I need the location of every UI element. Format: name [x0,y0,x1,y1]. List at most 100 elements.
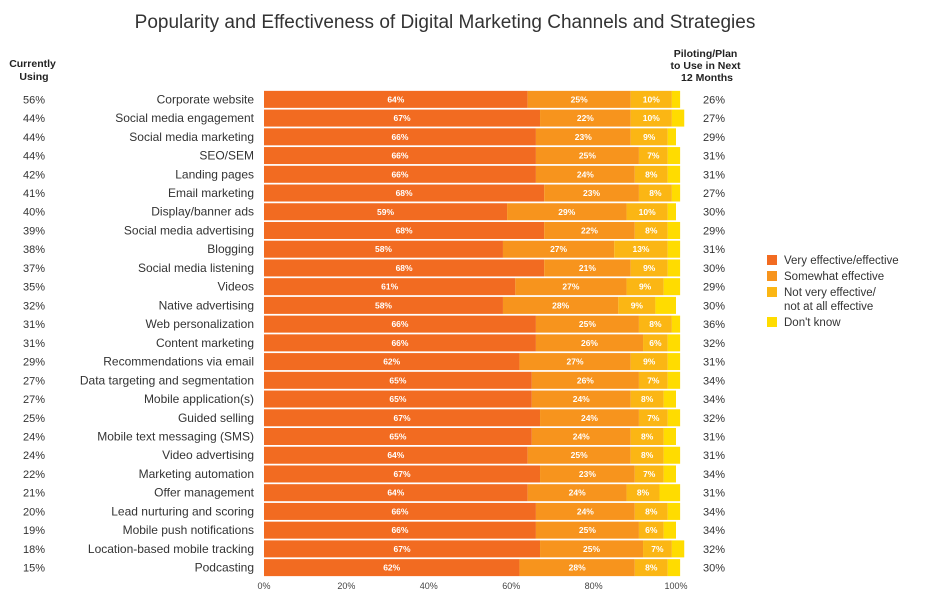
data-label: 27% [567,357,584,367]
currently-using-value: 41% [23,188,45,200]
bar-segment [667,259,681,277]
data-label: 25% [583,544,600,554]
x-tick-label: 40% [420,581,438,591]
currently-using-value: 29% [23,357,45,369]
category-label: Display/banner ads [151,205,254,219]
legend-label-line: Somewhat effective [784,271,884,283]
bar-segment [519,559,635,577]
category-label: Podcasting [195,561,254,575]
bar-segment [663,521,676,539]
currently-using-value: 39% [23,225,45,237]
currently-using-value: 37% [23,263,45,275]
data-label: 9% [643,263,656,273]
category-label: Lead nurturing and scoring [111,504,254,518]
bar-segment [667,240,681,258]
legend-label-line: Not very effective/ [784,287,877,299]
category-label: Social media engagement [115,111,254,125]
bar-segment [544,259,631,277]
data-label: 66% [391,151,408,161]
bar-segment [264,559,520,577]
bar-segment [531,371,639,389]
data-label: 68% [396,188,413,198]
data-label: 22% [581,225,598,235]
data-label: 25% [571,450,588,460]
legend-label-line: not at all effective [784,301,873,313]
currently-using-value: 20% [23,506,45,518]
bar-segment [638,147,668,165]
data-label: 66% [391,132,408,142]
data-label: 23% [583,188,600,198]
data-label: 6% [645,525,658,535]
piloting-value: 31% [703,244,725,256]
data-label: 25% [579,525,596,535]
currently-using-header: Currently Using [9,58,59,83]
bar-segment [638,371,668,389]
bar-segment [264,428,532,445]
piloting-value: 31% [703,488,725,500]
bar-segment [638,315,672,333]
piloting-header-line-3: 12 Months [681,72,733,84]
data-label: 27% [550,244,567,254]
bar-segment [502,296,619,314]
data-label: 7% [643,469,656,479]
bar-segment [519,353,631,371]
piloting-value: 34% [703,469,725,481]
bar-segment [264,484,528,502]
piloting-value: 34% [703,525,725,537]
piloting-value: 31% [703,357,725,369]
category-label: Videos [218,280,254,294]
bar-segment [630,128,668,146]
bar-segment [667,353,681,371]
currently-using-value: 19% [23,525,45,537]
bar-segment [264,90,528,108]
data-label: 13% [632,244,649,254]
bar-segment [540,109,631,127]
x-tick-label: 20% [337,581,355,591]
piloting-value: 34% [703,506,725,518]
bar-segment [544,184,639,202]
currently-using-value: 18% [23,544,45,556]
bar-segment [634,165,668,183]
x-axis: 0% 20% 40% 60% 80% 100% [257,581,687,591]
bar-segment [540,465,635,483]
legend-label: Somewhat effective [784,271,884,283]
data-label: 29% [558,207,575,217]
data-label: 24% [577,169,594,179]
x-tick-label: 80% [585,581,603,591]
data-label: 10% [643,113,660,123]
category-label: Location-based mobile tracking [88,542,254,556]
piloting-header: Piloting/Plan to Use in Next 12 Months [671,48,744,84]
currently-using-value: 40% [23,207,45,219]
bar-segment [264,259,545,277]
data-label: 8% [645,563,658,573]
data-label: 7% [651,544,664,554]
legend-swatch [767,287,777,297]
legend-label: Very effective/effective [784,255,899,267]
currently-using-value: 25% [23,413,45,425]
bar-segment [630,446,664,464]
data-label: 66% [391,169,408,179]
bar-segment [638,521,664,539]
category-label: Email marketing [168,186,254,200]
data-label: 9% [643,132,656,142]
bar-segment [667,203,676,221]
data-label: 25% [579,319,596,329]
piloting-value: 31% [703,169,725,181]
piloting-value: 36% [703,319,725,331]
currently-using-value: 27% [23,394,45,406]
x-tick-label: 60% [502,581,520,591]
chart-rows: 56% Corporate website 64% 25% 10% 26% 44% Socia… [23,90,725,577]
data-label: 68% [396,225,413,235]
data-label: 8% [641,450,654,460]
x-tick-label: 0% [257,581,270,591]
piloting-value: 34% [703,394,725,406]
bar-segment [667,165,681,183]
piloting-value: 27% [703,188,725,200]
currently-using-value: 32% [23,300,45,312]
piloting-value: 29% [703,282,725,294]
data-label: 7% [647,151,660,161]
data-label: 68% [396,263,413,273]
bar-segment [634,502,668,520]
currently-using-value: 21% [23,488,45,500]
bar-segment [264,465,541,483]
